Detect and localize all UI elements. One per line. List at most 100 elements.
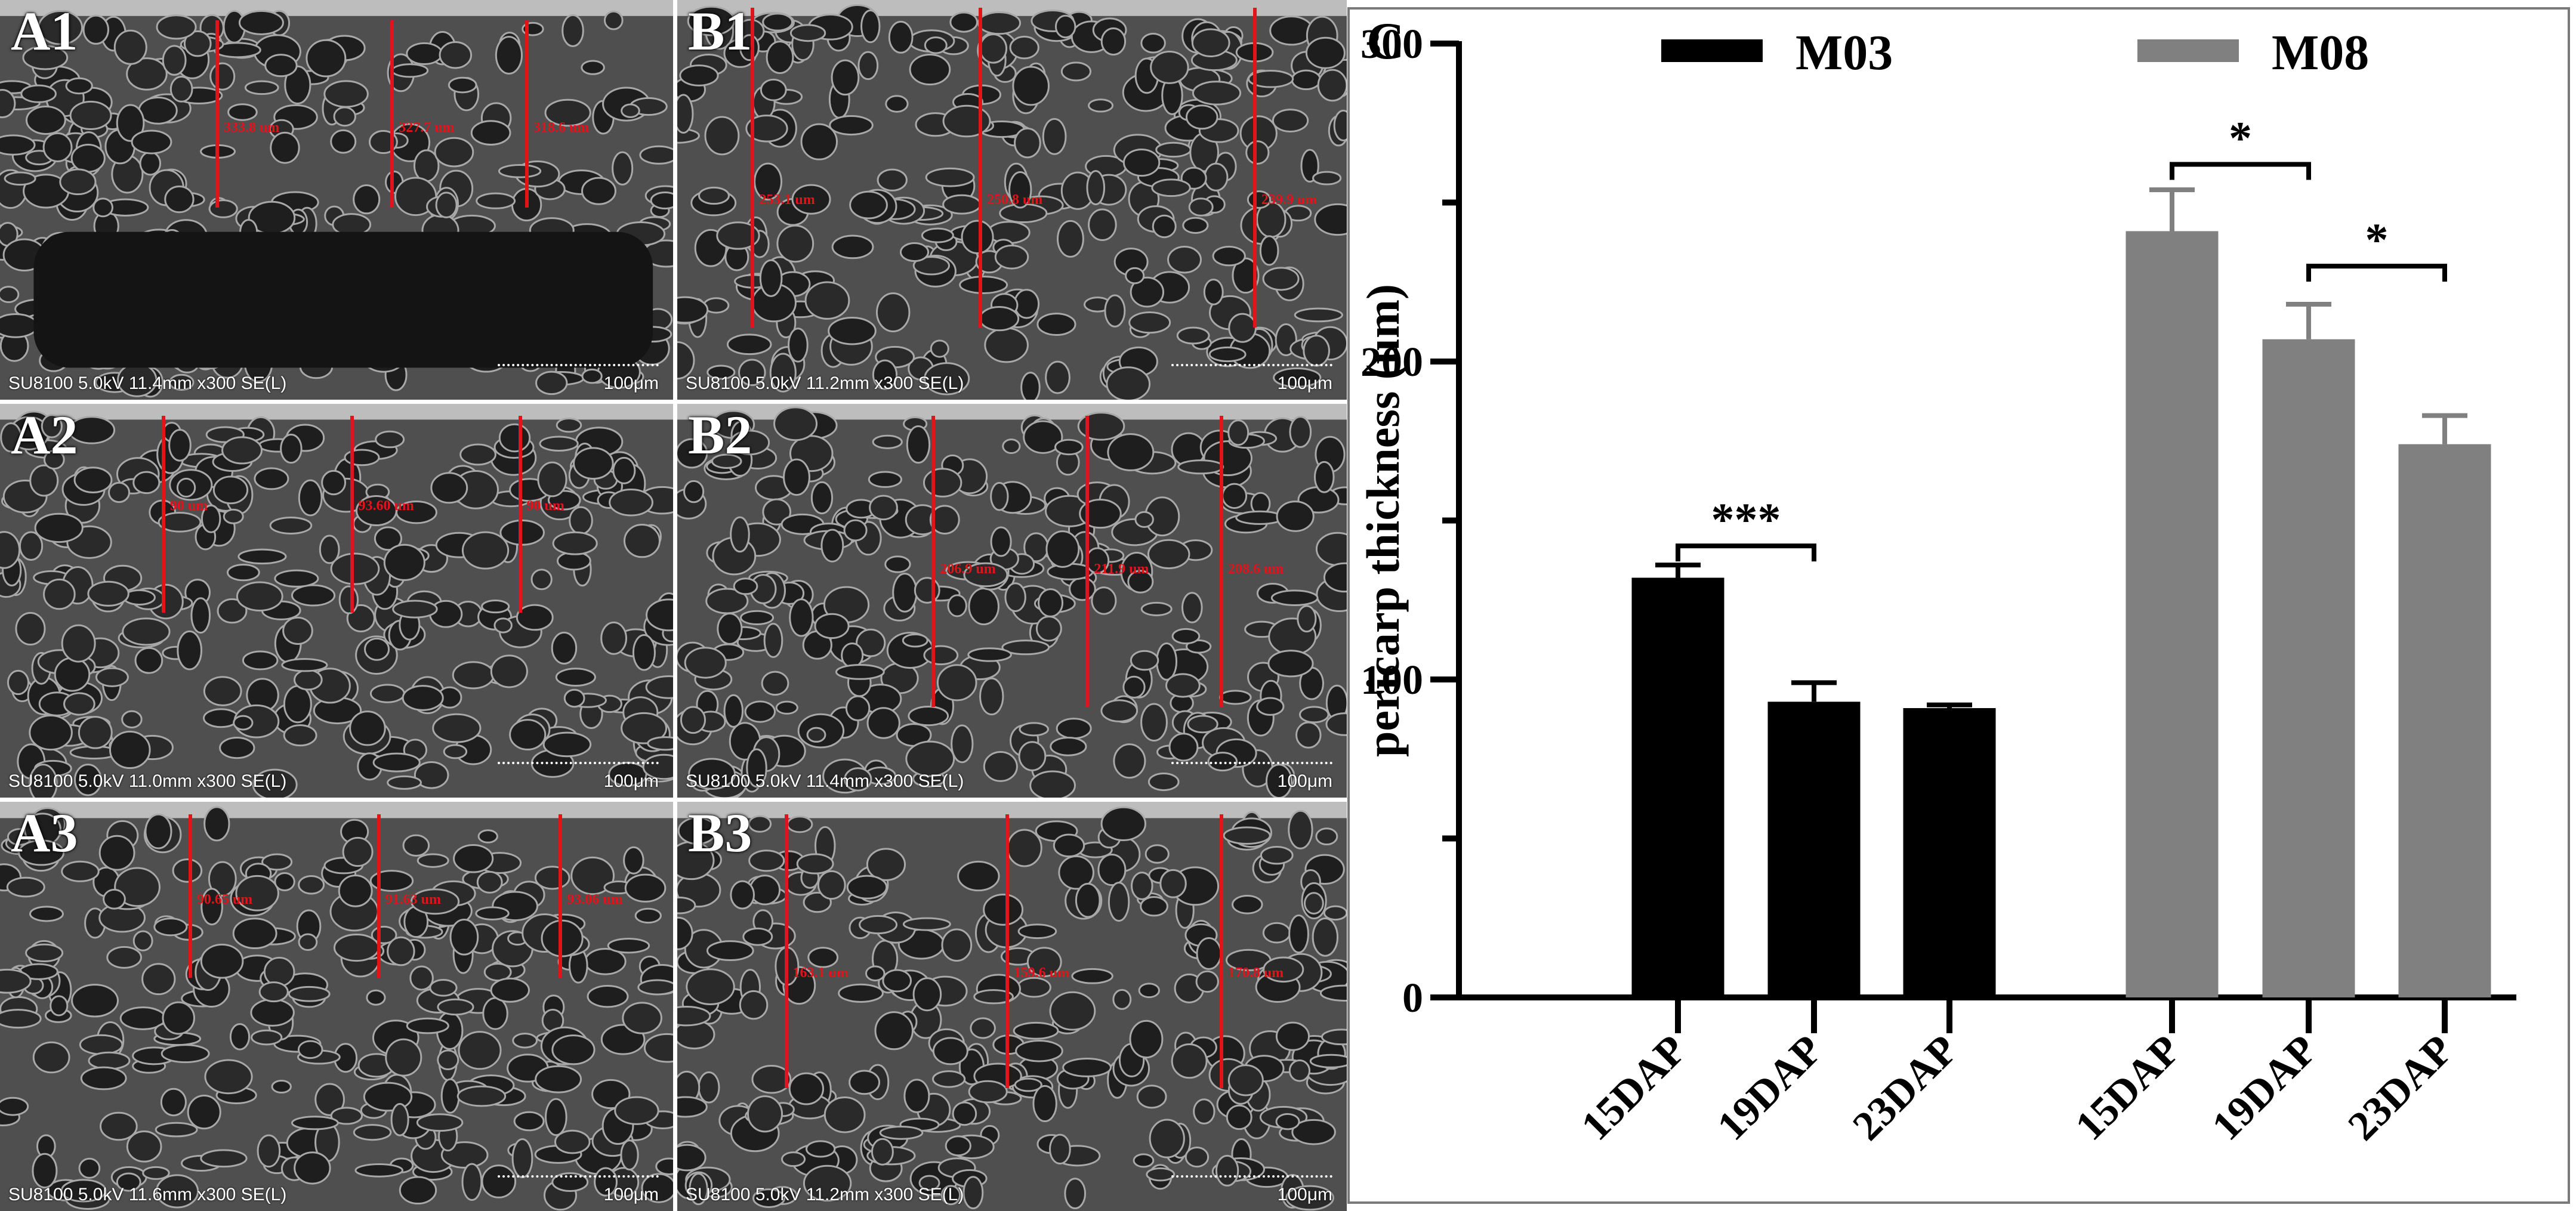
measure-line (1252, 8, 1257, 328)
bar (2125, 231, 2219, 998)
panel-label: B1 (688, 1, 752, 61)
scale-bar-label: 100μm (603, 1185, 659, 1204)
measure-label: 93.60 um (358, 498, 414, 514)
panel-label: A2 (11, 404, 78, 465)
sem-texture (0, 0, 673, 400)
sem-info-text: SU8100 5.0kV 11.2mm x300 SE(L) (686, 373, 964, 393)
scale-bar-ticks (498, 1175, 659, 1184)
sem-panel-a3: 90.65 um 91.63 um 93.06 um A3 SU8100 5.0kV 1… (0, 802, 673, 1211)
sem-panel-b3: 163.1 um 159.6 um 170.8 um B3 SU8100 5.0kV 1… (677, 802, 1347, 1211)
sem-texture (677, 0, 1347, 400)
sem-panel-a1: 333.8 um 327.7 um 318.6 um A1 SU8100 5.0kV 1… (0, 0, 673, 400)
chart-panel-label: C (1366, 13, 1405, 70)
significance-bracket (2170, 162, 2311, 180)
scale-bar: 100μm (498, 364, 659, 394)
bar (1767, 702, 1861, 997)
scale-bar: 100μm (1171, 762, 1332, 792)
measure-label: 91.63 um (385, 891, 442, 907)
sem-info-text: SU8100 5.0kV 11.0mm x300 SE(L) (8, 771, 287, 791)
measure-line (784, 814, 788, 1089)
measure-label: 208.6 um (1227, 561, 1284, 577)
sem-info-text: SU8100 5.0kV 11.4mm x300 SE(L) (8, 373, 287, 393)
measure-label: 170.8 um (1227, 965, 1284, 981)
measure-label: 163.1 um (792, 965, 849, 981)
sem-info-text: SU8100 5.0kV 11.6mm x300 SE(L) (8, 1185, 287, 1204)
sem-texture (0, 802, 673, 1211)
measure-line (978, 8, 982, 328)
x-tick-label: 23DAP (1844, 1027, 1967, 1150)
measure-line (559, 814, 563, 978)
sem-info-text: SU8100 5.0kV 11.4mm x300 SE(L) (686, 771, 964, 791)
y-tick-label: 0 (1402, 975, 1423, 1021)
panel-label: A1 (11, 1, 78, 61)
bar (2398, 444, 2491, 997)
sem-texture (0, 404, 673, 798)
x-tick-label: 19DAP (1709, 1027, 1832, 1150)
measure-line (1219, 814, 1223, 1089)
panel-label: B3 (688, 802, 752, 863)
measure-label: 211.9 um (1094, 561, 1149, 577)
x-tick-label: 23DAP (2340, 1027, 2463, 1150)
measure-label: 327.7 um (399, 120, 455, 135)
significance-label: * (2229, 112, 2252, 164)
scale-bar-label: 100μm (1277, 373, 1332, 393)
sem-panel-a2: 90 um 93.60 um 90 um A2 SU8100 5.0kV 11.0mm … (0, 404, 673, 798)
measure-label: 90.65 um (196, 891, 253, 907)
significance-label: * (2365, 214, 2389, 265)
measure-label: 159.6 um (1013, 965, 1070, 981)
scale-bar-label: 100μm (603, 771, 659, 791)
measure-label: 250.8 um (986, 191, 1043, 208)
measure-line (161, 415, 165, 613)
measure-line (931, 415, 936, 708)
significance-label: *** (1711, 493, 1781, 545)
measure-line (1219, 415, 1223, 708)
scale-bar-label: 100μm (1277, 1185, 1332, 1204)
scale-bar: 100μm (1171, 1175, 1332, 1205)
y-axis-label: pericarp thickness (um) (1357, 284, 1409, 757)
scale-bar-ticks (1171, 364, 1332, 372)
panel-label: A3 (11, 802, 78, 863)
sem-info-text: SU8100 5.0kV 11.2mm x300 SE(L) (686, 1185, 964, 1204)
measure-line (1005, 814, 1009, 1089)
bar (2262, 339, 2355, 998)
measure-label: 239.9 um (1261, 191, 1318, 208)
panel-label: B2 (688, 404, 752, 465)
measure-label: 90 um (526, 498, 564, 514)
legend-swatch (2137, 39, 2239, 62)
significance-bracket (2306, 264, 2447, 282)
measure-line (390, 20, 394, 208)
measure-line (188, 814, 192, 978)
measure-line (215, 20, 219, 208)
measure-line (377, 814, 381, 978)
scale-bar: 100μm (1171, 364, 1332, 394)
bar (1903, 708, 1996, 997)
measure-line (751, 8, 755, 328)
x-tick-label: 15DAP (1573, 1027, 1696, 1150)
measure-label: 333.8 um (223, 120, 280, 135)
scale-bar-ticks (498, 364, 659, 372)
measure-line (1085, 415, 1090, 708)
x-tick-label: 15DAP (2067, 1027, 2190, 1150)
y-tick-label: 100 (1361, 657, 1423, 703)
scale-bar-label: 100μm (1277, 771, 1332, 791)
measure-line (518, 415, 522, 613)
measure-label: 93.06 um (567, 891, 623, 907)
scale-bar-ticks (1171, 762, 1332, 770)
scale-bar-ticks (1171, 1175, 1332, 1184)
measure-line (350, 415, 354, 613)
legend-label: M08 (2272, 25, 2369, 81)
measure-label: 206.9 um (940, 561, 996, 577)
legend-swatch (1661, 39, 1763, 62)
sem-panel-b2: 206.9 um 211.9 um 208.6 um B2 SU8100 5.0kV 1… (677, 404, 1347, 798)
scale-bar: 100μm (498, 1175, 659, 1205)
chart-panel-c: C 0 100 200 300 pericarp thickness (um) 15DAP 1… (1347, 7, 2570, 1204)
scale-bar-label: 100μm (603, 373, 659, 393)
measure-label: 253.1 um (759, 191, 815, 208)
significance-bracket (1676, 543, 1816, 562)
legend-label: M03 (1796, 25, 1893, 81)
x-tick-label: 19DAP (2204, 1027, 2327, 1150)
scale-bar: 100μm (498, 762, 659, 792)
y-tick-label: 300 (1361, 21, 1423, 67)
y-tick-label: 200 (1361, 339, 1423, 385)
